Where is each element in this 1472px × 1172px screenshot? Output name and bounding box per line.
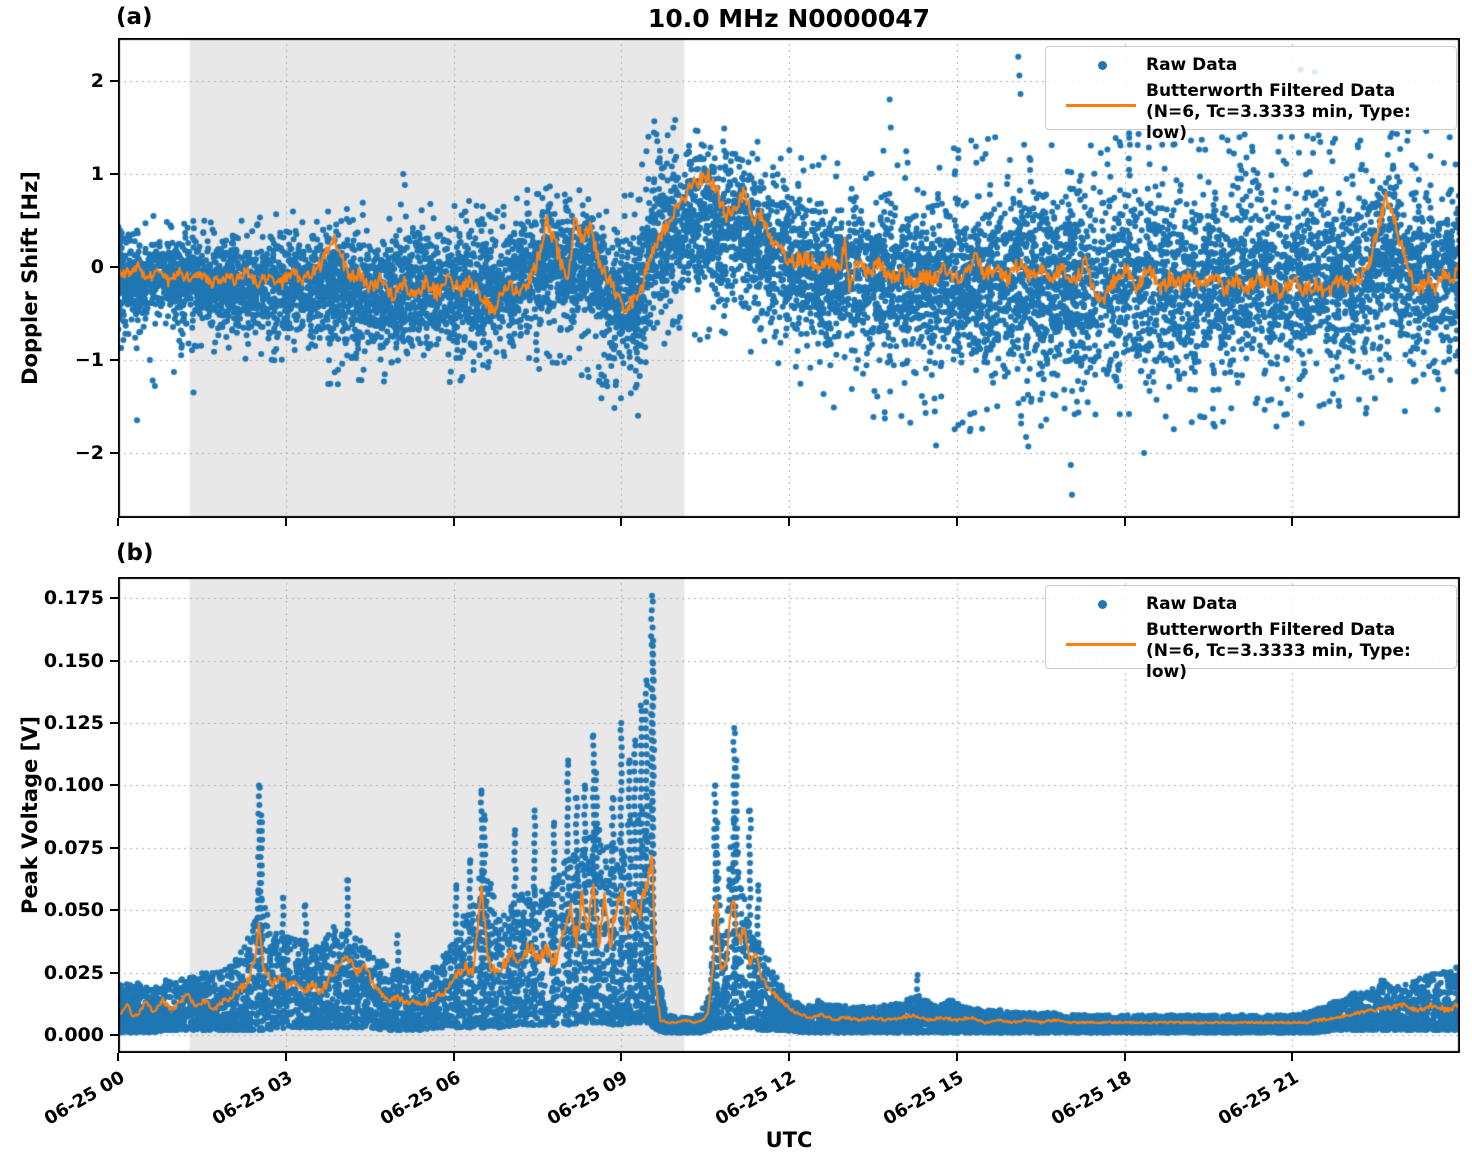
x-tick-mark [452,518,455,526]
x-tick-mark [284,518,287,526]
x-tick-mark [1123,518,1126,526]
x-tick-mark [117,1053,119,1061]
panel-a-legend: Raw Data Butterworth Filtered Data (N=6,… [1045,46,1457,143]
y-tick-label: 0.050 [43,899,104,922]
x-tick-mark [788,518,790,526]
y-tick-mark [110,971,118,974]
panel-a-label: (a) [116,4,153,30]
x-tick-label: 06-25 15 [879,1067,968,1130]
x-tick-mark [452,1053,455,1061]
y-tick-label: 0.075 [43,836,104,859]
x-tick-label: 06-25 00 [41,1067,129,1130]
y-tick-label: 0.100 [43,774,104,797]
raw-data-marker-icon [1098,61,1107,70]
x-tick-label: 06-25 18 [1047,1067,1135,1130]
x-tick-mark [1291,518,1294,526]
y-tick-mark [110,597,118,600]
x-tick-mark [284,1053,287,1061]
y-tick-label: 0.000 [43,1024,104,1047]
y-tick-mark [110,846,118,849]
legend-filtered-line1: Butterworth Filtered Data [1146,620,1396,640]
raw-data-marker-icon [1098,600,1107,609]
legend-filtered-line2: (N=6, Tc=3.3333 min, Type: low) [1146,102,1411,143]
figure-title: 10.0 MHz N0000047 [647,4,931,33]
y-tick-label: 0.025 [43,961,104,984]
legend-raw-label: Raw Data [1146,594,1238,614]
x-tick-mark [1123,1053,1126,1061]
y-tick-mark [110,451,118,454]
y-tick-label: 0 [90,255,104,278]
y-tick-label: −2 [74,441,104,464]
x-tick-mark [620,1053,623,1061]
y-tick-mark [110,358,118,361]
x-tick-label: 06-25 09 [544,1067,632,1130]
panel-b-legend: Raw Data Butterworth Filtered Data (N=6,… [1045,585,1457,682]
y-tick-label: −1 [74,348,104,371]
panel-b-ylabel: Peak Voltage [V] [18,715,42,915]
legend-raw-label: Raw Data [1146,55,1238,75]
x-tick-mark [955,518,958,526]
y-tick-label: 0.175 [43,587,104,610]
y-tick-mark [110,909,118,912]
filtered-line-sample-icon [1066,104,1136,107]
y-tick-mark [110,722,118,725]
legend-filtered-line2: (N=6, Tc=3.3333 min, Type: low) [1146,641,1411,682]
y-tick-label: 0.125 [43,712,104,735]
x-tick-mark [620,518,623,526]
legend-filtered-label: Butterworth Filtered Data (N=6, Tc=3.333… [1146,81,1456,144]
y-tick-mark [110,79,118,82]
x-axis-label: UTC [765,1128,813,1152]
x-tick-label: 06-25 06 [376,1067,464,1130]
y-tick-mark [110,659,118,662]
x-tick-label: 06-25 12 [712,1067,800,1130]
filtered-line-sample-icon [1066,643,1136,646]
y-tick-mark [110,1034,118,1037]
x-tick-label: 06-25 03 [208,1067,297,1130]
y-tick-mark [110,265,118,268]
y-tick-mark [110,784,118,787]
legend-filtered-line1: Butterworth Filtered Data [1146,81,1396,101]
y-tick-mark [110,172,118,175]
y-tick-label: 1 [90,162,104,185]
x-tick-mark [1291,1053,1294,1061]
x-tick-mark [788,1053,790,1061]
y-tick-label: 2 [90,69,104,92]
panel-b-label: (b) [116,540,154,566]
x-tick-mark [955,1053,958,1061]
x-tick-label: 06-25 21 [1215,1067,1303,1130]
y-tick-label: 0.150 [43,649,104,672]
x-tick-mark [117,518,119,526]
legend-filtered-label: Butterworth Filtered Data (N=6, Tc=3.333… [1146,620,1456,683]
